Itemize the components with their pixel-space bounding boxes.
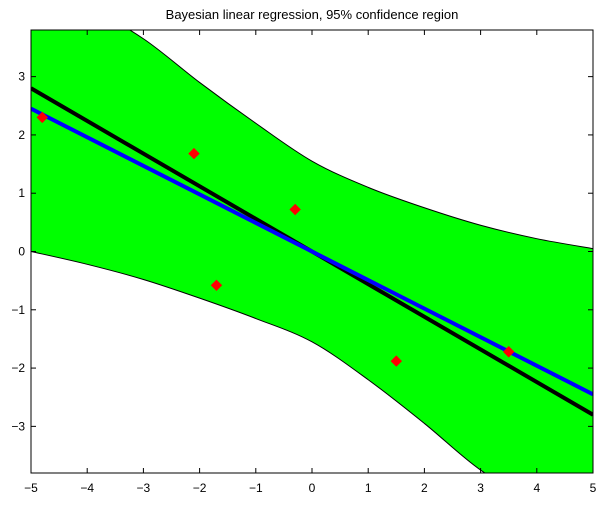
data-point <box>502 346 515 358</box>
series-line-layer <box>31 86 593 417</box>
y-tick-label: −2 <box>11 361 25 375</box>
y-tick-label: 1 <box>18 186 25 200</box>
confidence-lower-edge <box>31 251 486 473</box>
x-tick-label: −1 <box>249 481 263 495</box>
data-point <box>210 279 223 292</box>
y-tick-label: 0 <box>18 245 25 259</box>
y-tick-label: 2 <box>18 128 25 142</box>
data-point <box>188 147 200 160</box>
y-tick-label: −3 <box>11 419 25 433</box>
series-line-2 <box>31 106 593 397</box>
x-tick-label: 3 <box>477 481 484 495</box>
x-tick-label: 2 <box>421 481 428 495</box>
x-tick-label: −2 <box>193 481 207 495</box>
chart-title: Bayesian linear regression, 95% confiden… <box>166 7 459 22</box>
x-tick-label: 0 <box>309 481 316 495</box>
x-tick-label: 4 <box>533 481 540 495</box>
data-point-layer <box>36 111 515 367</box>
confidence-upper-edge <box>128 30 593 250</box>
x-tick-label: −4 <box>80 481 94 495</box>
axis-ticks: −5 −4 −3 −2 −1 0 1 2 3 4 5 −3 −2 −1 0 1 2 3 <box>11 30 597 495</box>
y-tick-label: −1 <box>11 303 25 317</box>
x-tick-label: −5 <box>24 481 38 495</box>
y-tick-label: 3 <box>18 70 25 84</box>
x-tick-label: 1 <box>365 481 372 495</box>
x-tick-label: −3 <box>137 481 151 495</box>
data-point <box>390 355 403 367</box>
data-point <box>36 111 48 124</box>
x-tick-label: 5 <box>590 481 597 495</box>
data-point <box>289 203 301 216</box>
